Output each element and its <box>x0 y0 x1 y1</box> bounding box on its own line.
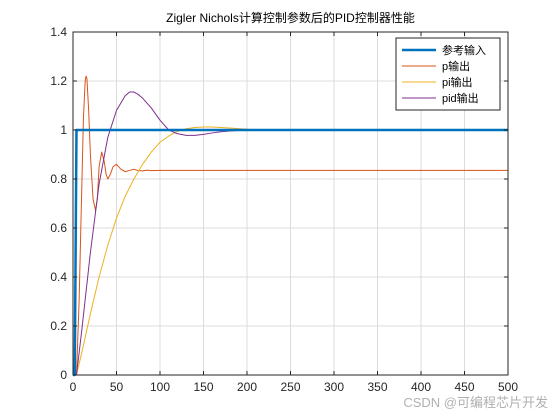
y-tick-label: 1.4 <box>50 25 67 39</box>
y-tick-label: 0.2 <box>50 319 67 333</box>
y-tick-label: 0 <box>60 368 67 382</box>
legend-label: p输出 <box>442 59 470 73</box>
x-axis: 0 50 100 150 200 250 300 350 400 450 500 <box>70 32 518 394</box>
y-tick-label: 0.6 <box>50 221 67 235</box>
watermark-text: CSDN @可编程芯片开发 <box>403 395 548 410</box>
legend-label: 参考输入 <box>442 43 486 57</box>
x-tick-label: 50 <box>110 380 124 394</box>
x-tick-label: 150 <box>193 380 213 394</box>
x-tick-label: 100 <box>150 380 170 394</box>
x-tick-label: 0 <box>70 380 77 394</box>
x-tick-label: 350 <box>367 380 387 394</box>
series-line-1 <box>73 75 508 376</box>
legend-label: pid输出 <box>442 91 479 105</box>
x-tick-label: 200 <box>237 380 257 394</box>
x-tick-label: 300 <box>324 380 344 394</box>
y-axis: 0 0.2 0.4 0.6 0.8 1 1.2 1.4 <box>50 25 508 382</box>
chart-title: Zigler Nichols计算控制参数后的PID控制器性能 <box>166 10 415 25</box>
x-tick-label: 450 <box>454 380 474 394</box>
y-tick-label: 1 <box>60 123 67 137</box>
x-tick-label: 400 <box>411 380 431 394</box>
x-tick-label: 500 <box>498 380 518 394</box>
y-tick-label: 0.8 <box>50 172 67 186</box>
legend-label: pi输出 <box>442 75 473 89</box>
y-tick-label: 0.4 <box>50 270 67 284</box>
legend: 参考输入 p输出 pi输出 pid输出 <box>395 37 501 111</box>
x-tick-label: 250 <box>280 380 300 394</box>
y-tick-label: 1.2 <box>50 74 67 88</box>
